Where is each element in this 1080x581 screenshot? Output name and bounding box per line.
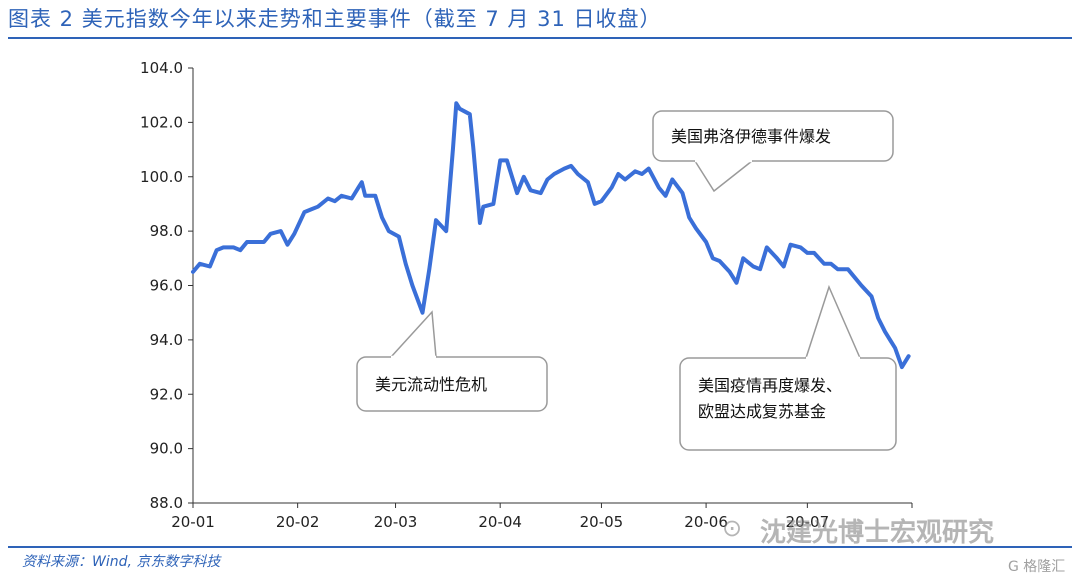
- y-tick-label: 104.0: [140, 59, 183, 77]
- wechat-icon: ⊙: [722, 514, 743, 542]
- source-badge: G 格隆汇: [1008, 559, 1066, 575]
- callout-label: 欧盟达成复苏基金: [698, 402, 826, 421]
- callout-box: [356, 356, 548, 412]
- dollar-index-chart: 104.0102.0100.098.096.094.092.090.088.02…: [140, 59, 913, 531]
- callout-pointer: [805, 284, 861, 359]
- source-note: 资料来源：Wind, 京东数字科技: [22, 554, 221, 570]
- callout-pointer: [694, 160, 753, 193]
- callout-box: [652, 110, 894, 162]
- callout-label: 美国弗洛伊德事件爆发: [671, 127, 831, 146]
- figure-title: 图表 2 美元指数今年以来走势和主要事件（截至 7 月 31 日收盘）: [8, 7, 662, 31]
- x-tick-label: 20-02: [276, 513, 320, 531]
- y-tick-label: 88.0: [150, 494, 183, 512]
- callout-label: 美国疫情再度爆发、: [698, 376, 842, 395]
- y-tick-label: 102.0: [140, 113, 183, 131]
- x-tick-label: 20-05: [580, 513, 624, 531]
- title-rule: [8, 37, 1072, 39]
- x-tick-label: 20-03: [374, 513, 418, 531]
- watermark-text: 沈建光博士宏观研究: [760, 518, 995, 548]
- x-tick-label: 20-04: [478, 513, 522, 531]
- callout-pointer: [390, 310, 437, 358]
- x-tick-label: 20-01: [171, 513, 215, 531]
- y-tick-label: 92.0: [150, 385, 183, 403]
- chart-series: [191, 101, 911, 370]
- y-tick-label: 90.0: [150, 440, 183, 458]
- callout-box: [679, 357, 897, 451]
- series-line: [191, 101, 911, 370]
- y-tick-label: 94.0: [150, 331, 183, 349]
- x-tick-label: 20-06: [684, 513, 728, 531]
- y-tick-label: 96.0: [150, 277, 183, 295]
- footer-rule: [8, 546, 1072, 548]
- y-tick-label: 98.0: [150, 222, 183, 240]
- chart-axes: 104.0102.0100.098.096.094.092.090.088.02…: [140, 59, 913, 531]
- x-tick-label: 20-07: [786, 513, 830, 531]
- y-tick-label: 100.0: [140, 168, 183, 186]
- callout-label: 美元流动性危机: [375, 375, 487, 394]
